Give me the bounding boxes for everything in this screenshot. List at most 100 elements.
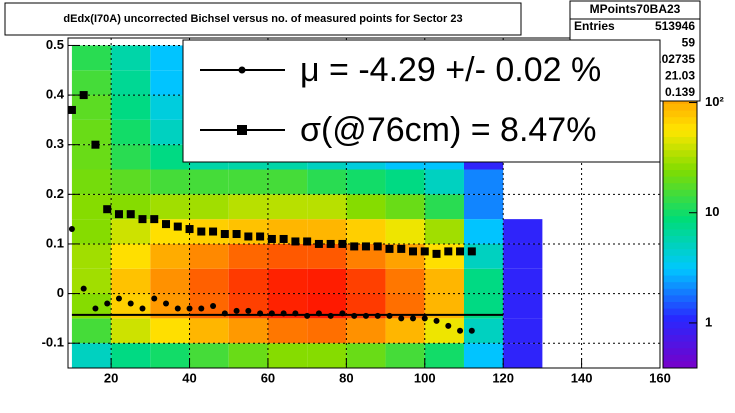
mu-marker	[468, 327, 475, 334]
y-tick-label: 0.3	[46, 136, 64, 151]
heat-cell	[71, 119, 112, 145]
sigma-marker	[291, 237, 300, 246]
sigma-marker	[350, 242, 359, 251]
mu-marker	[292, 310, 299, 317]
heat-cell	[111, 119, 151, 145]
sigma-marker	[79, 91, 88, 100]
heat-cell	[503, 343, 543, 368]
sigma-marker	[467, 247, 476, 256]
heat-cell	[228, 318, 268, 344]
heat-cell	[463, 268, 504, 294]
colorbar-cell	[663, 308, 697, 316]
sigma-marker	[303, 237, 312, 246]
colorbar-cell	[663, 183, 697, 191]
mu-marker	[351, 312, 358, 319]
heat-cell	[463, 343, 504, 368]
mu-marker	[198, 305, 205, 312]
sigma-marker	[256, 232, 265, 241]
colorbar-cell	[663, 143, 697, 151]
colorbar-cell	[663, 110, 697, 118]
colorbar-cell	[663, 170, 697, 178]
mu-marker	[433, 317, 440, 324]
sigma-marker	[162, 220, 171, 229]
colorbar-cell	[663, 222, 697, 230]
colorbar-cell	[663, 341, 697, 349]
sigma-marker	[150, 215, 159, 224]
heat-cell	[307, 194, 347, 220]
heat-cell	[71, 243, 112, 269]
stats-label: Entries	[574, 19, 615, 33]
stats-title: MPoints70BA23	[590, 2, 681, 16]
legend-marker	[237, 125, 247, 135]
stats-value: 0.02735	[652, 52, 696, 66]
heat-cell	[71, 144, 112, 170]
heat-cell	[150, 194, 190, 220]
sigma-marker	[338, 239, 347, 248]
heat-cell	[385, 169, 425, 195]
mu-marker	[174, 305, 181, 312]
colorbar-cell	[663, 315, 697, 323]
stats-value: 513946	[655, 19, 695, 33]
mu-marker	[115, 295, 122, 302]
mu-marker	[68, 226, 75, 233]
heat-cell	[111, 144, 151, 170]
colorbar-cell	[663, 288, 697, 296]
sigma-marker	[326, 239, 335, 248]
colorbar-cell	[663, 163, 697, 171]
mu-marker	[92, 305, 99, 312]
mu-marker	[445, 322, 452, 329]
heat-cell	[503, 243, 543, 269]
colorbar-cell	[663, 361, 697, 369]
colorbar-cell	[663, 123, 697, 131]
mu-marker	[233, 307, 240, 314]
heat-cell	[267, 169, 308, 195]
colorbar-cell	[663, 295, 697, 303]
sigma-marker	[209, 227, 218, 236]
sigma-marker	[420, 247, 429, 256]
heat-cell	[111, 70, 151, 96]
sigma-marker	[103, 205, 112, 214]
heat-cell	[267, 343, 308, 368]
legend-box	[182, 39, 661, 163]
sigma-marker	[409, 247, 418, 256]
mu-marker	[151, 295, 158, 302]
sigma-marker	[444, 247, 453, 256]
mu-marker	[339, 310, 346, 317]
x-tick-label: 100	[414, 370, 436, 385]
stats-value: 0.139	[665, 85, 695, 99]
z-tick-label: 10	[705, 204, 719, 219]
mu-marker	[163, 300, 170, 307]
heat-cell	[307, 219, 347, 244]
mu-marker	[80, 285, 87, 292]
mu-marker	[386, 312, 393, 319]
colorbar-cell	[663, 104, 697, 112]
heat-cell	[424, 169, 464, 195]
heat-cell	[307, 169, 347, 195]
heat-cell	[150, 343, 190, 368]
heat-cell	[267, 318, 308, 344]
heat-cell	[71, 45, 112, 71]
heat-cell	[150, 169, 190, 195]
heat-cell	[346, 194, 386, 220]
stats-value: 21.03	[665, 69, 695, 83]
x-tick-label: 60	[261, 370, 275, 385]
y-tick-label: 0	[57, 285, 64, 300]
sigma-marker	[361, 242, 370, 251]
heat-cell	[503, 268, 543, 294]
sigma-marker	[244, 232, 253, 241]
mu-marker	[127, 300, 134, 307]
heat-cell	[307, 268, 347, 294]
mu-marker	[362, 312, 369, 319]
colorbar-cell	[663, 321, 697, 329]
mu-marker	[398, 315, 405, 322]
sigma-marker	[173, 222, 182, 231]
colorbar-cell	[663, 229, 697, 237]
colorbar-cell	[663, 302, 697, 310]
colorbar-cell	[663, 156, 697, 164]
sigma-marker	[67, 105, 76, 114]
x-tick-label: 140	[571, 370, 593, 385]
heat-cell	[189, 194, 229, 220]
heat-cell	[71, 70, 112, 96]
heat-cell	[424, 343, 464, 368]
